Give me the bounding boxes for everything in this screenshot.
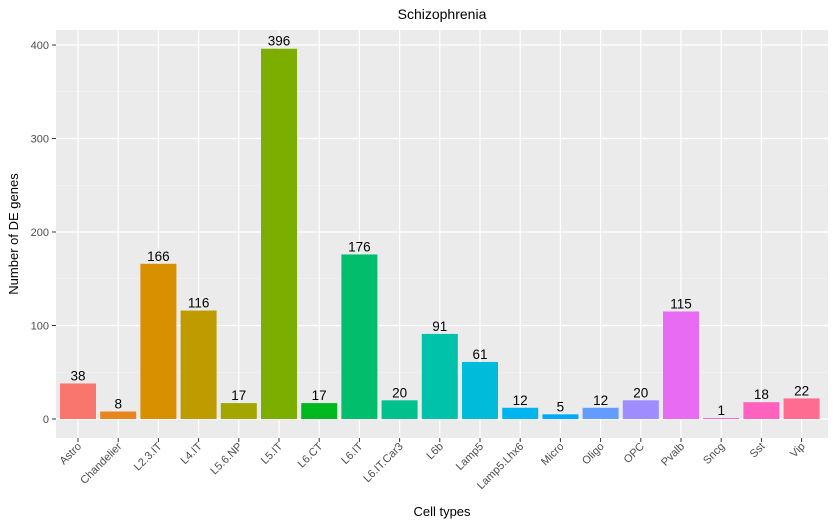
data-label: 20 [633,385,648,400]
bar-lamp5-lhx6 [502,407,539,419]
data-label: 12 [513,393,528,408]
x-tick-label: OPC [622,441,647,466]
x-tick-label: L2.3.IT [132,440,165,473]
data-label: 61 [472,347,487,362]
bar-lamp5 [462,361,498,419]
x-tick-label: L5.6.NP [208,441,245,478]
data-label: 116 [188,296,210,311]
data-label: 18 [754,387,769,402]
y-tick-label: 200 [31,227,49,239]
x-tick-label: L6b [424,441,445,462]
x-tick-label: Pvalb [659,441,687,469]
data-label: 20 [392,385,407,400]
x-tick-label: Lamp5 [454,441,486,473]
bar-vip [783,398,820,419]
y-tick-label: 0 [43,414,49,426]
data-labels: 38 8 166 116 17 396 17 176 20 91 61 12 5 12 20 115 1 18 22 [70,34,809,418]
bar-opc [622,400,659,419]
data-label: 91 [432,319,447,334]
bar-l6-it [341,254,378,419]
x-tick-label: L4.IT [179,440,205,466]
bar-l6-ct [301,403,338,419]
bar-chandelier [100,411,137,419]
data-label: 17 [231,388,246,403]
x-tick-label: L6.IT.Car3 [361,441,405,485]
x-tick-label: L5.IT [259,440,285,466]
y-axis: 0 100 200 300 400 [31,40,56,426]
x-tick-label: Sst [748,441,768,461]
x-tick-label: Micro [539,441,566,468]
x-tick-label: Astro [57,441,84,468]
bar-l6b [421,333,458,419]
bar-sst [743,402,780,419]
bar-l5-it [261,48,297,420]
bar-l5-6-np [220,403,257,419]
bar-micro [542,414,579,419]
x-tick-label: Chandelier [78,440,124,486]
data-label: 12 [593,393,608,408]
data-label: 115 [670,296,692,311]
bar-astro [60,383,96,419]
y-tick-label: 300 [31,134,49,146]
data-label: 176 [348,239,371,254]
data-label: 8 [114,397,122,412]
x-tick-label: Vip [788,441,808,461]
bars [60,48,820,420]
bar-l4-it [180,310,217,419]
y-tick-label: 400 [31,40,49,52]
x-tick-label: Sncg [701,441,727,467]
data-label: 17 [312,388,327,403]
data-label: 396 [268,34,291,49]
x-tick-label: Oligo [580,441,607,468]
bar-l2-3-it [140,263,177,419]
data-label: 38 [70,368,85,383]
data-label: 166 [147,249,170,264]
y-axis-title: Number of DE genes [6,173,21,295]
bar-l6-it-car3 [381,400,418,419]
bar-oligo [582,407,619,419]
data-label: 1 [717,403,725,418]
x-axis-title: Cell types [413,504,471,519]
x-tick-label: L6.IT [339,440,365,466]
data-label: 22 [794,383,809,398]
bar-pvalb [663,311,699,419]
data-label: 5 [557,399,565,414]
chart-title: Schizophrenia [398,6,487,22]
bar-sncg [703,418,740,419]
y-tick-label: 100 [31,321,49,333]
x-tick-label: L6.CT [296,440,326,470]
